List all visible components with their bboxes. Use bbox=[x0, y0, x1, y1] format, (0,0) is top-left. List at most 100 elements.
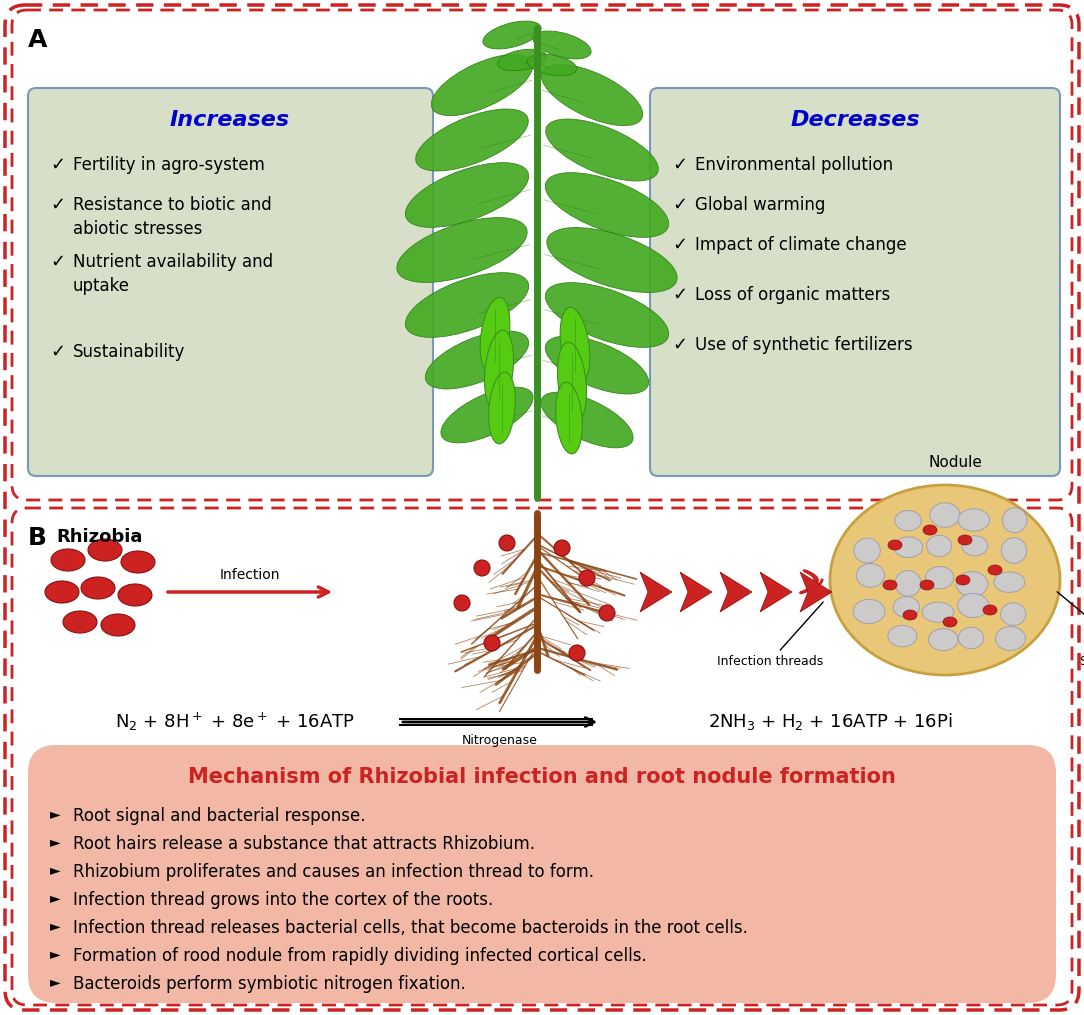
Text: Sustainability: Sustainability bbox=[73, 343, 185, 361]
Text: Infection thread grows into the cortex of the roots.: Infection thread grows into the cortex o… bbox=[73, 891, 493, 909]
Polygon shape bbox=[640, 572, 672, 612]
Text: ✓: ✓ bbox=[672, 336, 687, 354]
Circle shape bbox=[454, 595, 470, 611]
Circle shape bbox=[579, 570, 595, 586]
Text: Root signal and bacterial response.: Root signal and bacterial response. bbox=[73, 807, 365, 825]
Ellipse shape bbox=[983, 605, 997, 615]
Ellipse shape bbox=[81, 577, 115, 599]
Circle shape bbox=[483, 635, 500, 651]
Ellipse shape bbox=[63, 611, 96, 633]
Text: A: A bbox=[28, 28, 48, 52]
Ellipse shape bbox=[895, 570, 921, 596]
Circle shape bbox=[569, 645, 585, 661]
Ellipse shape bbox=[856, 563, 885, 588]
Text: ✓: ✓ bbox=[50, 343, 65, 361]
Ellipse shape bbox=[926, 566, 954, 589]
Ellipse shape bbox=[498, 50, 546, 71]
Text: Use of synthetic fertilizers: Use of synthetic fertilizers bbox=[695, 336, 913, 354]
FancyBboxPatch shape bbox=[28, 88, 433, 476]
Polygon shape bbox=[680, 572, 712, 612]
Ellipse shape bbox=[957, 594, 989, 617]
Ellipse shape bbox=[397, 217, 527, 282]
Text: Rhizobium proliferates and causes an infection thread to form.: Rhizobium proliferates and causes an inf… bbox=[73, 863, 594, 881]
Ellipse shape bbox=[541, 64, 643, 126]
Ellipse shape bbox=[893, 597, 919, 617]
Text: Infection threads: Infection threads bbox=[717, 602, 823, 668]
Ellipse shape bbox=[920, 580, 934, 590]
Text: Swelling bacteroids: Swelling bacteroids bbox=[1057, 592, 1084, 668]
Ellipse shape bbox=[958, 535, 972, 545]
FancyBboxPatch shape bbox=[12, 508, 1072, 1005]
Ellipse shape bbox=[425, 331, 529, 389]
Ellipse shape bbox=[441, 387, 533, 443]
Text: Root hairs release a substance that attracts Rhizobium.: Root hairs release a substance that attr… bbox=[73, 835, 535, 853]
Ellipse shape bbox=[489, 373, 515, 444]
Ellipse shape bbox=[1003, 508, 1028, 533]
Ellipse shape bbox=[903, 610, 917, 620]
Text: Resistance to biotic and
abiotic stresses: Resistance to biotic and abiotic stresse… bbox=[73, 196, 272, 238]
Text: ►: ► bbox=[50, 919, 61, 933]
Ellipse shape bbox=[88, 539, 122, 561]
Text: ✓: ✓ bbox=[672, 156, 687, 174]
Text: Fertility in agro-system: Fertility in agro-system bbox=[73, 156, 264, 174]
Polygon shape bbox=[760, 572, 792, 612]
Text: ✓: ✓ bbox=[50, 196, 65, 214]
Ellipse shape bbox=[958, 627, 983, 649]
Ellipse shape bbox=[956, 571, 988, 597]
Text: Nodule: Nodule bbox=[928, 455, 982, 470]
Ellipse shape bbox=[1001, 603, 1025, 625]
Text: Formation of rood nodule from rapidly dividing infected cortical cells.: Formation of rood nodule from rapidly di… bbox=[73, 947, 647, 965]
Text: ✓: ✓ bbox=[672, 236, 687, 254]
Ellipse shape bbox=[930, 502, 960, 528]
Ellipse shape bbox=[557, 342, 586, 422]
Text: Infection thread releases bacterial cells, that become bacteroids in the root ce: Infection thread releases bacterial cell… bbox=[73, 919, 748, 937]
Text: B: B bbox=[28, 526, 47, 550]
Ellipse shape bbox=[956, 576, 970, 585]
FancyBboxPatch shape bbox=[12, 10, 1072, 500]
Ellipse shape bbox=[546, 227, 678, 292]
Text: Infection: Infection bbox=[220, 568, 281, 582]
Ellipse shape bbox=[1002, 538, 1027, 563]
Ellipse shape bbox=[988, 565, 1002, 576]
Text: Environmental pollution: Environmental pollution bbox=[695, 156, 893, 174]
Ellipse shape bbox=[883, 580, 896, 590]
Ellipse shape bbox=[485, 330, 514, 410]
Ellipse shape bbox=[853, 599, 885, 623]
Circle shape bbox=[599, 605, 615, 621]
Ellipse shape bbox=[415, 109, 528, 171]
Ellipse shape bbox=[958, 509, 990, 531]
Polygon shape bbox=[800, 572, 833, 612]
Ellipse shape bbox=[556, 382, 582, 454]
Ellipse shape bbox=[962, 536, 988, 556]
Text: 2NH$_3$ + H$_2$ + 16ATP + 16Pi: 2NH$_3$ + H$_2$ + 16ATP + 16Pi bbox=[708, 712, 952, 733]
Ellipse shape bbox=[480, 297, 509, 373]
Ellipse shape bbox=[121, 551, 155, 573]
Circle shape bbox=[554, 540, 570, 556]
Ellipse shape bbox=[927, 535, 952, 556]
Text: Nitrogenase: Nitrogenase bbox=[462, 734, 538, 747]
Ellipse shape bbox=[895, 511, 921, 531]
Text: ►: ► bbox=[50, 835, 61, 849]
Ellipse shape bbox=[527, 54, 577, 76]
Ellipse shape bbox=[995, 626, 1025, 651]
Text: Increases: Increases bbox=[170, 110, 291, 130]
Text: Mechanism of Rhizobial infection and root nodule formation: Mechanism of Rhizobial infection and roo… bbox=[188, 767, 896, 787]
Circle shape bbox=[499, 535, 515, 551]
Ellipse shape bbox=[545, 336, 648, 394]
Ellipse shape bbox=[545, 119, 658, 181]
Ellipse shape bbox=[888, 540, 902, 550]
Text: ►: ► bbox=[50, 891, 61, 905]
Ellipse shape bbox=[431, 55, 532, 116]
FancyBboxPatch shape bbox=[5, 5, 1079, 1010]
Text: Rhizobia: Rhizobia bbox=[56, 528, 143, 546]
Ellipse shape bbox=[893, 537, 922, 557]
Text: ►: ► bbox=[50, 807, 61, 821]
Circle shape bbox=[474, 560, 490, 576]
Ellipse shape bbox=[46, 581, 79, 603]
Text: Bacteroids perform symbiotic nitrogen fixation.: Bacteroids perform symbiotic nitrogen fi… bbox=[73, 975, 466, 993]
Ellipse shape bbox=[541, 392, 633, 448]
Text: Global warming: Global warming bbox=[695, 196, 825, 214]
Ellipse shape bbox=[560, 308, 590, 383]
Ellipse shape bbox=[545, 173, 669, 238]
Ellipse shape bbox=[405, 273, 529, 337]
